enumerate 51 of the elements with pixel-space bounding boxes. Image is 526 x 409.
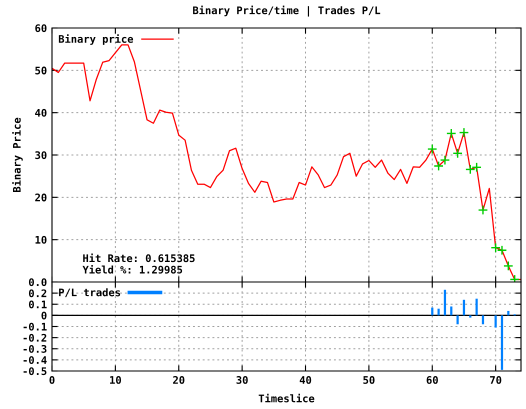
- bar: [494, 315, 497, 328]
- x-tick-label: 30: [236, 376, 248, 384]
- bar: [507, 310, 510, 316]
- bar: [482, 315, 484, 324]
- y-tick-label: 0: [41, 312, 47, 320]
- bar: [462, 300, 466, 316]
- bar: [450, 306, 452, 316]
- x-tick-label: 70: [490, 376, 502, 384]
- y-tick-label: 0.2: [28, 289, 46, 298]
- y-tick-label: 60: [35, 24, 47, 32]
- y-tick-label: 10: [36, 236, 47, 244]
- point: [490, 242, 501, 253]
- legend-label: P/L trades: [59, 288, 120, 298]
- line-series: [52, 44, 521, 280]
- x-tick-label: 0: [49, 376, 55, 384]
- chart-title: Binary Price/time | Trades P/L: [193, 6, 380, 17]
- point: [446, 128, 456, 138]
- annotation: Yield %: 1.29985: [82, 264, 182, 274]
- x-tick-label: 40: [300, 376, 312, 384]
- bar: [476, 298, 478, 316]
- bar: [444, 290, 446, 316]
- y-tick-label: -0.5: [24, 367, 46, 376]
- annotation: Hit Rate: 0.615385: [83, 254, 195, 262]
- y-tick-label: 20: [35, 194, 47, 202]
- bar: [469, 315, 472, 318]
- y-tick-label: -0.2: [24, 334, 46, 342]
- point: [478, 204, 488, 216]
- bar: [500, 315, 504, 370]
- y-axis-title: Binary Price: [12, 118, 23, 192]
- x-axis-title: Timeslice: [258, 394, 314, 402]
- x-tick-label: 60: [426, 376, 438, 384]
- y-tick-label: 0.0: [28, 278, 47, 286]
- point: [458, 127, 470, 138]
- bar: [456, 315, 459, 324]
- legend-label: Binary price: [58, 34, 134, 45]
- point: [496, 245, 508, 256]
- y-tick-label: -0.4: [24, 356, 47, 364]
- y-tick-label: -0.3: [24, 344, 46, 353]
- y-tick-label: 30: [35, 151, 47, 160]
- y-tick-label: 0.1: [28, 300, 47, 308]
- x-tick-label: 50: [363, 376, 375, 384]
- bar: [438, 308, 440, 316]
- y-tick-label: 50: [35, 66, 47, 74]
- point: [452, 148, 463, 158]
- bar: [431, 308, 434, 316]
- y-tick-label: -0.1: [24, 322, 47, 331]
- point: [427, 144, 438, 154]
- x-tick-label: 10: [110, 376, 122, 384]
- y-tick-label: 40: [35, 108, 47, 117]
- point: [503, 260, 514, 271]
- x-tick-label: 20: [173, 376, 184, 384]
